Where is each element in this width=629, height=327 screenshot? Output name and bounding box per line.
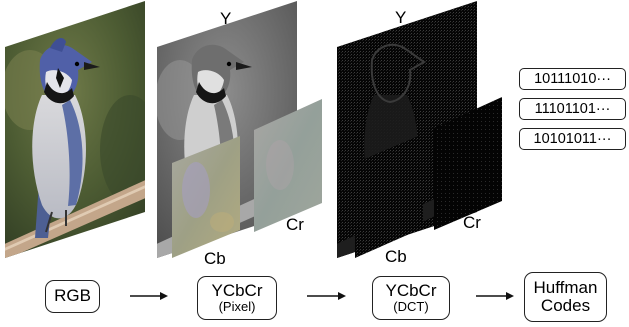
rgb-bird-image — [5, 1, 145, 258]
huffman-stage-box: Huffman Codes — [524, 272, 607, 322]
pixel-cr-label: Cr — [286, 215, 304, 234]
dct-cr-label: Cr — [463, 213, 481, 232]
huffman-code-1: 10111010··· — [519, 68, 626, 90]
ycbcr-dct-stage-label: YCbCr — [385, 280, 437, 300]
rgb-stage-label: RGB — [54, 286, 91, 306]
ycbcr-dct-stage-box: YCbCr (DCT) — [372, 276, 450, 320]
ycbcr-pixel-stage-sublabel: (Pixel) — [218, 299, 256, 315]
dct-y-label: Y — [395, 8, 407, 27]
huffman-stage-label-line2: Codes — [540, 296, 591, 315]
huffman-code-2: 11101101··· — [519, 98, 626, 120]
pixel-y-label: Y — [220, 9, 232, 28]
pixel-cr-channel-image — [254, 99, 322, 232]
dct-cb-label: Cb — [385, 247, 407, 266]
ycbcr-dct-stage-sublabel: (DCT) — [393, 299, 429, 315]
pixel-cb-label: Cb — [204, 249, 226, 268]
pixel-cb-channel-image — [172, 136, 240, 258]
ycbcr-pixel-stage-label: YCbCr — [211, 280, 263, 300]
arrow-dct-to-huffman — [476, 292, 514, 300]
dct-cr-channel-image — [434, 97, 502, 230]
dct-cb-channel-image — [355, 134, 423, 258]
huffman-stage-label-line1: Huffman — [533, 277, 598, 297]
ycbcr-pixel-stage-box: YCbCr (Pixel) — [197, 276, 277, 320]
rgb-stage-box: RGB — [45, 280, 100, 313]
arrow-rgb-to-pixel — [130, 292, 168, 300]
arrow-pixel-to-dct — [307, 292, 346, 300]
huffman-code-3: 10101011··· — [519, 128, 626, 150]
